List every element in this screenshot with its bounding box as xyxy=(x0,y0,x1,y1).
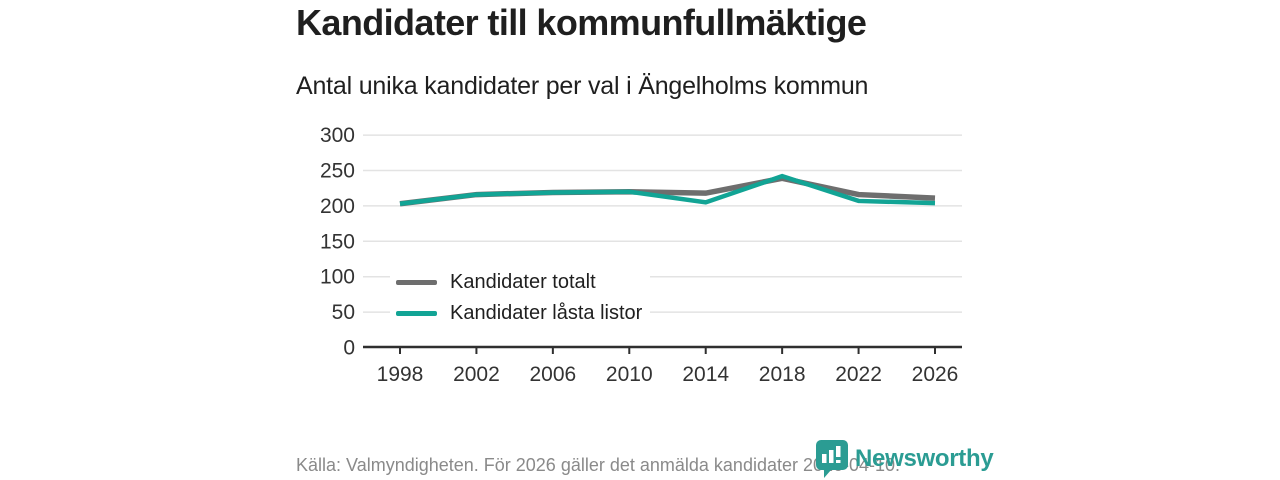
source-note: Källa: Valmyndigheten. För 2026 gäller d… xyxy=(296,455,901,475)
x-tick-label-2018: 2018 xyxy=(759,363,806,386)
x-tick-label-2002: 2002 xyxy=(453,363,500,386)
x-tick-label-2022: 2022 xyxy=(835,363,882,386)
chart-title: Kandidater till kommunfullmäktige xyxy=(296,2,867,43)
x-tick-label-2014: 2014 xyxy=(682,363,729,386)
legend-label-locked-lists: Kandidater låsta listor xyxy=(450,302,643,324)
y-tick-label-200: 200 xyxy=(320,195,355,218)
chart-legend: Kandidater totalt Kandidater låsta listo… xyxy=(390,265,651,331)
newsworthy-wordmark: Newsworthy xyxy=(855,444,994,472)
y-tick-label-100: 100 xyxy=(320,266,355,289)
legend-swatch-locked-line xyxy=(396,311,437,316)
legend-item-total: Kandidater totalt xyxy=(396,267,642,298)
y-tick-label-0: 0 xyxy=(343,337,355,360)
chart-subtitle: Antal unika kandidater per val i Ängelho… xyxy=(296,72,869,100)
legend-item-locked-lists: Kandidater låsta listor xyxy=(396,298,642,329)
newsworthy-logo: Newsworthy xyxy=(815,439,994,478)
x-tick-label-2010: 2010 xyxy=(606,363,653,386)
y-tick-label-50: 50 xyxy=(332,301,355,324)
y-tick-label-250: 250 xyxy=(320,160,355,183)
y-tick-label-300: 300 xyxy=(320,124,355,147)
x-tick-label-2026: 2026 xyxy=(912,363,959,386)
y-tick-label-150: 150 xyxy=(320,230,355,253)
legend-swatch-total-line xyxy=(396,280,437,285)
newsworthy-logo-icon xyxy=(816,440,848,478)
x-tick-label-1998: 1998 xyxy=(377,363,424,386)
x-tick-label-2006: 2006 xyxy=(529,363,576,386)
series-line-locked-lists xyxy=(399,173,936,207)
legend-label-total: Kandidater totalt xyxy=(450,271,596,293)
